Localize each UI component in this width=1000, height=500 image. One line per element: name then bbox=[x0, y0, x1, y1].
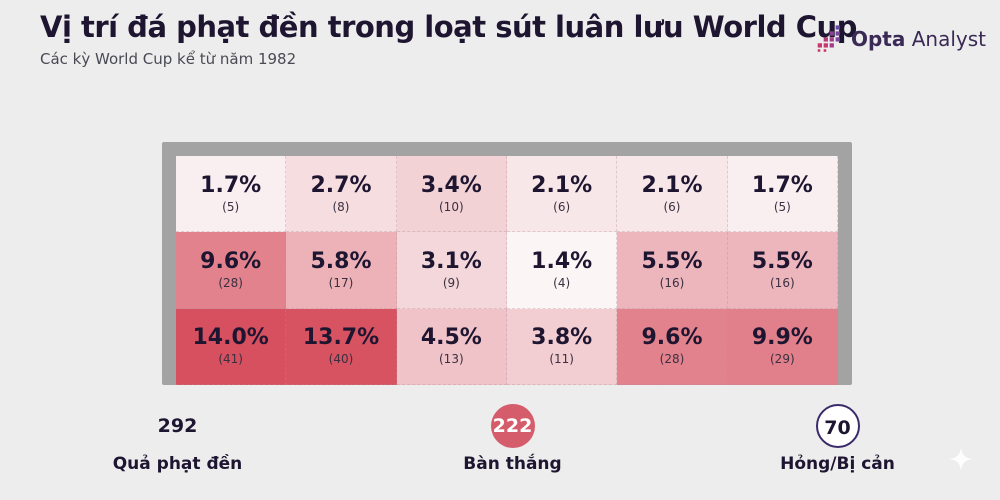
stat-missed-saved: 70 Hỏng/Bị cản bbox=[760, 404, 915, 474]
cell-count: (29) bbox=[770, 352, 795, 367]
chart-title: Vị trí đá phạt đền trong loạt sút luân l… bbox=[40, 10, 857, 44]
cell-count: (9) bbox=[442, 275, 460, 290]
cell-count: (4) bbox=[553, 275, 571, 290]
stat-goals: 222 Bàn thắng bbox=[435, 404, 590, 474]
cell-count: (5) bbox=[222, 199, 240, 214]
heatmap-cell-r3-c6: 9.9% (29) bbox=[727, 308, 838, 385]
cell-percentage: 1.7% bbox=[751, 172, 813, 198]
cell-count: (6) bbox=[553, 199, 571, 214]
cell-count: (16) bbox=[659, 275, 685, 290]
heatmap-cell-r2-c1: 9.6% (28) bbox=[176, 232, 287, 309]
cell-percentage: 2.7% bbox=[310, 172, 372, 198]
cell-count: (5) bbox=[773, 199, 791, 214]
cell-percentage: 5.5% bbox=[751, 248, 813, 274]
cell-count: (28) bbox=[659, 352, 685, 367]
cell-percentage: 5.8% bbox=[310, 248, 372, 274]
cell-count: (17) bbox=[328, 275, 354, 290]
cell-percentage: 4.5% bbox=[420, 325, 482, 351]
heatmap-cell-r1-c4: 2.1% (6) bbox=[507, 156, 618, 233]
heatmap-cell-r3-c3: 4.5% (13) bbox=[396, 308, 507, 385]
heatmap-cell-r2-c5: 5.5% (16) bbox=[617, 232, 728, 309]
total-penalties-value: 292 bbox=[157, 415, 198, 437]
logo-brand: Opta bbox=[850, 27, 906, 51]
heatmap-cell-r3-c2: 13.7% (40) bbox=[286, 308, 397, 385]
cell-percentage: 2.1% bbox=[531, 172, 593, 198]
heatmap-cell-r1-c6: 1.7% (5) bbox=[727, 156, 838, 233]
cell-count: (10) bbox=[439, 199, 464, 214]
heatmap-cell-r3-c5: 9.6% (28) bbox=[617, 308, 728, 385]
cell-percentage: 1.4% bbox=[531, 248, 593, 274]
heatmap-grid: 1.7% (5) 2.7% (8) 3.4% (10) 2.1% (6) 2.1% (6) 1.7%… bbox=[176, 156, 838, 385]
stat-total-penalties: 292 Quả phạt đền bbox=[100, 404, 255, 474]
heatmap-cell-r2-c6: 5.5% (16) bbox=[727, 232, 838, 309]
cell-count: (16) bbox=[770, 275, 795, 290]
opta-analyst-logo: Opta Analyst bbox=[816, 22, 986, 56]
logo-product: Analyst bbox=[911, 27, 986, 51]
cell-percentage: 13.7% bbox=[302, 325, 380, 351]
heatmap-cell-r2-c4: 1.4% (4) bbox=[507, 232, 618, 309]
opta-logo-icon bbox=[817, 25, 840, 52]
cell-count: (28) bbox=[218, 275, 243, 290]
cell-count: (40) bbox=[328, 352, 354, 367]
cell-count: (11) bbox=[549, 352, 574, 367]
goals-value-badge: 222 bbox=[490, 404, 535, 448]
sparkle-icon bbox=[949, 447, 973, 471]
heatmap-cell-r2-c3: 3.1% (9) bbox=[396, 232, 507, 309]
cell-percentage: 3.1% bbox=[420, 248, 482, 274]
heatmap-cell-r1-c3: 3.4% (10) bbox=[396, 156, 507, 233]
chart-subtitle: Các kỳ World Cup kể từ năm 1982 bbox=[40, 50, 297, 68]
cell-percentage: 5.5% bbox=[641, 248, 703, 274]
cell-percentage: 9.6% bbox=[200, 248, 262, 274]
cell-percentage: 2.1% bbox=[641, 172, 703, 198]
cell-count: (6) bbox=[663, 199, 681, 214]
cell-count: (13) bbox=[439, 352, 464, 367]
total-penalties-label: Quả phạt đền bbox=[112, 454, 243, 474]
heatmap-cell-r1-c5: 2.1% (6) bbox=[617, 156, 728, 233]
cell-percentage: 14.0% bbox=[192, 325, 269, 351]
cell-percentage: 9.9% bbox=[751, 325, 813, 351]
goals-label: Bàn thắng bbox=[463, 454, 562, 474]
heatmap-cell-r1-c2: 2.7% (8) bbox=[286, 156, 397, 233]
heatmap-cell-r3-c1: 14.0% (41) bbox=[176, 308, 287, 385]
heatmap-cell-r2-c2: 5.8% (17) bbox=[286, 232, 397, 309]
missed-value-badge: 70 bbox=[815, 404, 860, 448]
goal-frame: 1.7% (5) 2.7% (8) 3.4% (10) 2.1% (6) 2.1% (6) 1.7%… bbox=[162, 142, 852, 385]
cell-count: (41) bbox=[218, 352, 243, 367]
cell-percentage: 1.7% bbox=[200, 172, 262, 198]
heatmap-cell-r1-c1: 1.7% (5) bbox=[176, 156, 287, 233]
cell-percentage: 3.8% bbox=[531, 325, 593, 351]
cell-percentage: 9.6% bbox=[641, 325, 703, 351]
cell-count: (8) bbox=[332, 199, 350, 214]
cell-percentage: 3.4% bbox=[420, 172, 482, 198]
heatmap-cell-r3-c4: 3.8% (11) bbox=[507, 308, 618, 385]
missed-label: Hỏng/Bị cản bbox=[780, 454, 895, 474]
